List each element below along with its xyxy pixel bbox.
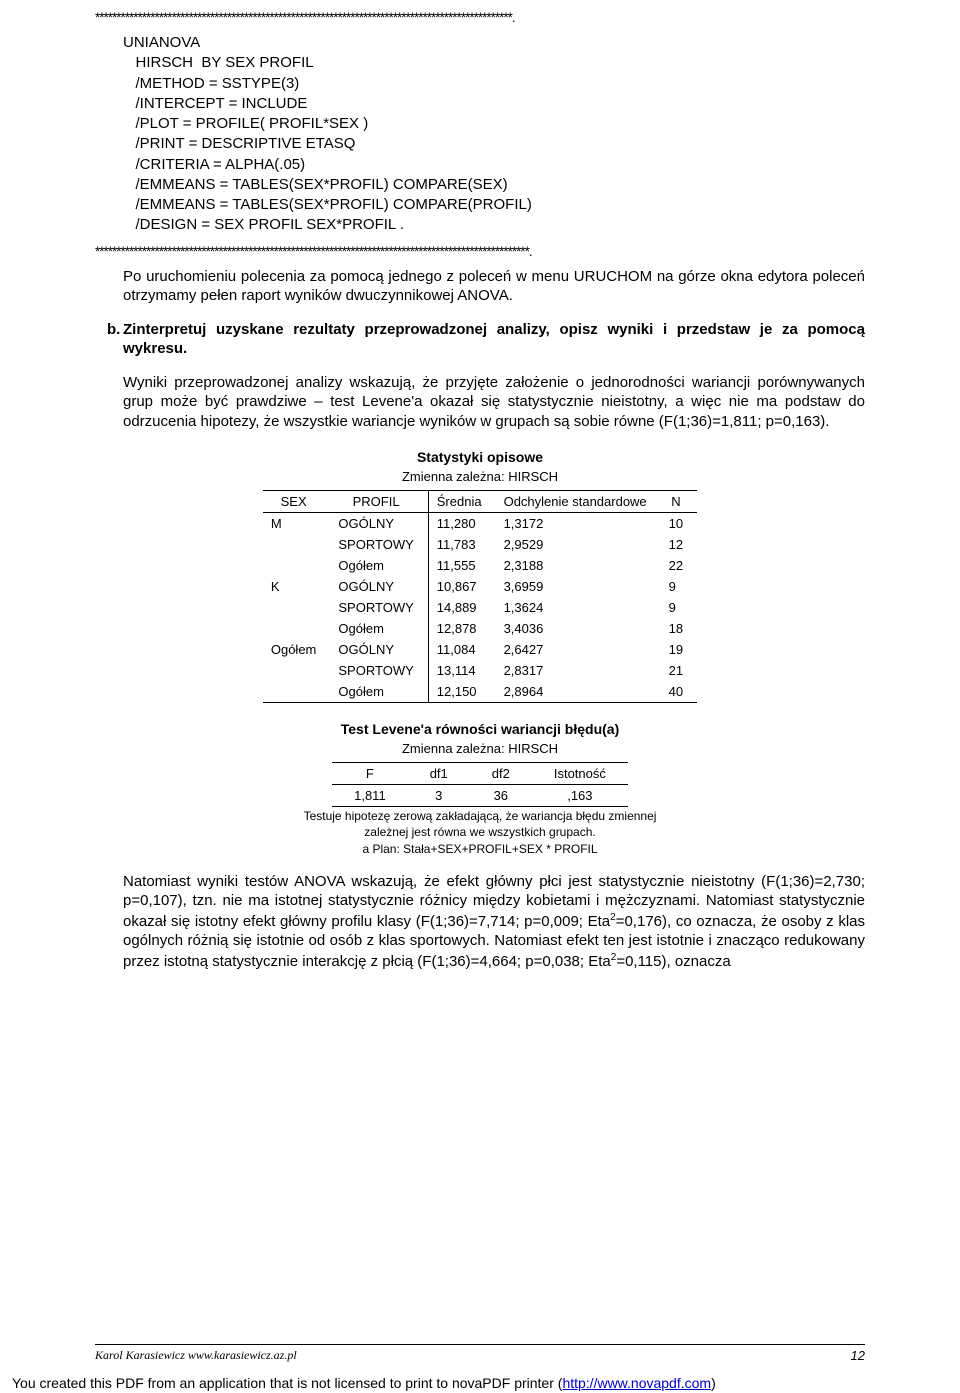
task-b-marker: b.	[107, 320, 120, 340]
table-cell: M	[263, 513, 331, 535]
table-cell: SPORTOWY	[330, 534, 428, 555]
table-cell: 2,8317	[496, 660, 661, 681]
col-profil: PROFIL	[330, 491, 428, 513]
lev-df2: 36	[470, 785, 532, 807]
col-sd: Odchylenie standardowe	[496, 491, 661, 513]
separator-stars-bottom: ****************************************…	[95, 244, 865, 259]
separator-stars-top: ****************************************…	[95, 10, 865, 25]
syntax-code: UNIANOVA HIRSCH BY SEX PROFIL /METHOD = …	[123, 33, 865, 236]
desc-table-title: Statystyki opisowe	[95, 449, 865, 465]
paragraph-anova: Natomiast wyniki testów ANOVA wskazują, …	[123, 872, 865, 972]
table-cell: 13,114	[428, 660, 495, 681]
banner-close: )	[711, 1375, 716, 1391]
table-cell: 22	[661, 555, 697, 576]
table-row: MOGÓLNY11,2801,317210	[263, 513, 697, 535]
lev-col-df2: df2	[470, 763, 532, 785]
lev-col-df1: df1	[408, 763, 470, 785]
table-cell: 12,878	[428, 618, 495, 639]
paragraph-results: Wyniki przeprowadzonej analizy wskazują,…	[123, 373, 865, 432]
table-cell: OGÓLNY	[330, 513, 428, 535]
table-cell	[263, 660, 331, 681]
lev-df1: 3	[408, 785, 470, 807]
table-cell: 40	[661, 681, 697, 703]
table-cell: 19	[661, 639, 697, 660]
table-row: Ogółem11,5552,318822	[263, 555, 697, 576]
levene-note1: Testuje hipotezę zerową zakładającą, że …	[290, 809, 670, 840]
table-cell: OGÓLNY	[330, 576, 428, 597]
table-cell	[263, 597, 331, 618]
table-cell: 11,280	[428, 513, 495, 535]
table-cell: 3,4036	[496, 618, 661, 639]
levene-table: F df1 df2 Istotność 1,811 3 36 ,163	[332, 762, 628, 807]
table-cell: SPORTOWY	[330, 660, 428, 681]
table-cell: 9	[661, 597, 697, 618]
task-b-text: Zinterpretuj uzyskane rezultaty przeprow…	[123, 321, 865, 358]
table-row: SPORTOWY13,1142,831721	[263, 660, 697, 681]
table-cell: 11,555	[428, 555, 495, 576]
table-cell	[263, 618, 331, 639]
footer-rule	[95, 1344, 865, 1345]
col-sex: SEX	[263, 491, 331, 513]
table-cell	[263, 555, 331, 576]
table-cell: 18	[661, 618, 697, 639]
table-cell: 2,6427	[496, 639, 661, 660]
table-cell: 1,3172	[496, 513, 661, 535]
lev-sig: ,163	[532, 785, 628, 807]
desc-table-sub: Zmienna zależna: HIRSCH	[95, 469, 865, 484]
table-cell	[263, 534, 331, 555]
table-cell: 11,084	[428, 639, 495, 660]
table-cell	[263, 681, 331, 703]
table-cell: 14,889	[428, 597, 495, 618]
page-number: 12	[851, 1348, 865, 1363]
descriptive-table: SEX PROFIL Średnia Odchylenie standardow…	[263, 490, 697, 703]
table-cell: 2,3188	[496, 555, 661, 576]
lev-col-sig: Istotność	[532, 763, 628, 785]
table-row: SPORTOWY14,8891,36249	[263, 597, 697, 618]
table-cell: 2,8964	[496, 681, 661, 703]
footer-author: Karol Karasiewicz www.karasiewicz.az.pl	[95, 1348, 297, 1363]
table-cell: 10,867	[428, 576, 495, 597]
table-cell: OGÓLNY	[330, 639, 428, 660]
table-row: SPORTOWY11,7832,952912	[263, 534, 697, 555]
table-cell: K	[263, 576, 331, 597]
banner-link[interactable]: http://www.novapdf.com	[562, 1375, 711, 1391]
table-row: KOGÓLNY10,8673,69599	[263, 576, 697, 597]
task-b: b. Zinterpretuj uzyskane rezultaty przep…	[123, 320, 865, 359]
table-cell: Ogółem	[330, 681, 428, 703]
table-cell: 10	[661, 513, 697, 535]
table-cell: 3,6959	[496, 576, 661, 597]
table-row: Ogółem12,8783,403618	[263, 618, 697, 639]
levene-title: Test Levene'a równości wariancji błędu(a…	[95, 721, 865, 737]
levene-sub: Zmienna zależna: HIRSCH	[95, 741, 865, 756]
table-cell: 11,783	[428, 534, 495, 555]
table-cell: 2,9529	[496, 534, 661, 555]
col-n: N	[661, 491, 697, 513]
levene-note2: a Plan: Stała+SEX+PROFIL+SEX * PROFIL	[290, 842, 670, 858]
table-row: Ogółem12,1502,896440	[263, 681, 697, 703]
table-cell: 9	[661, 576, 697, 597]
table-cell: Ogółem	[330, 555, 428, 576]
table-cell: Ogółem	[263, 639, 331, 660]
pdf-banner: You created this PDF from an application…	[0, 1371, 960, 1393]
table-cell: 12	[661, 534, 697, 555]
banner-text: You created this PDF from an application…	[12, 1375, 562, 1391]
table-cell: 12,150	[428, 681, 495, 703]
paragraph-intro: Po uruchomieniu polecenia za pomocą jedn…	[123, 267, 865, 306]
table-cell: Ogółem	[330, 618, 428, 639]
lev-col-f: F	[332, 763, 408, 785]
col-mean: Średnia	[428, 491, 495, 513]
table-cell: 21	[661, 660, 697, 681]
table-cell: 1,3624	[496, 597, 661, 618]
table-cell: SPORTOWY	[330, 597, 428, 618]
table-row: OgółemOGÓLNY11,0842,642719	[263, 639, 697, 660]
lev-f: 1,811	[332, 785, 408, 807]
